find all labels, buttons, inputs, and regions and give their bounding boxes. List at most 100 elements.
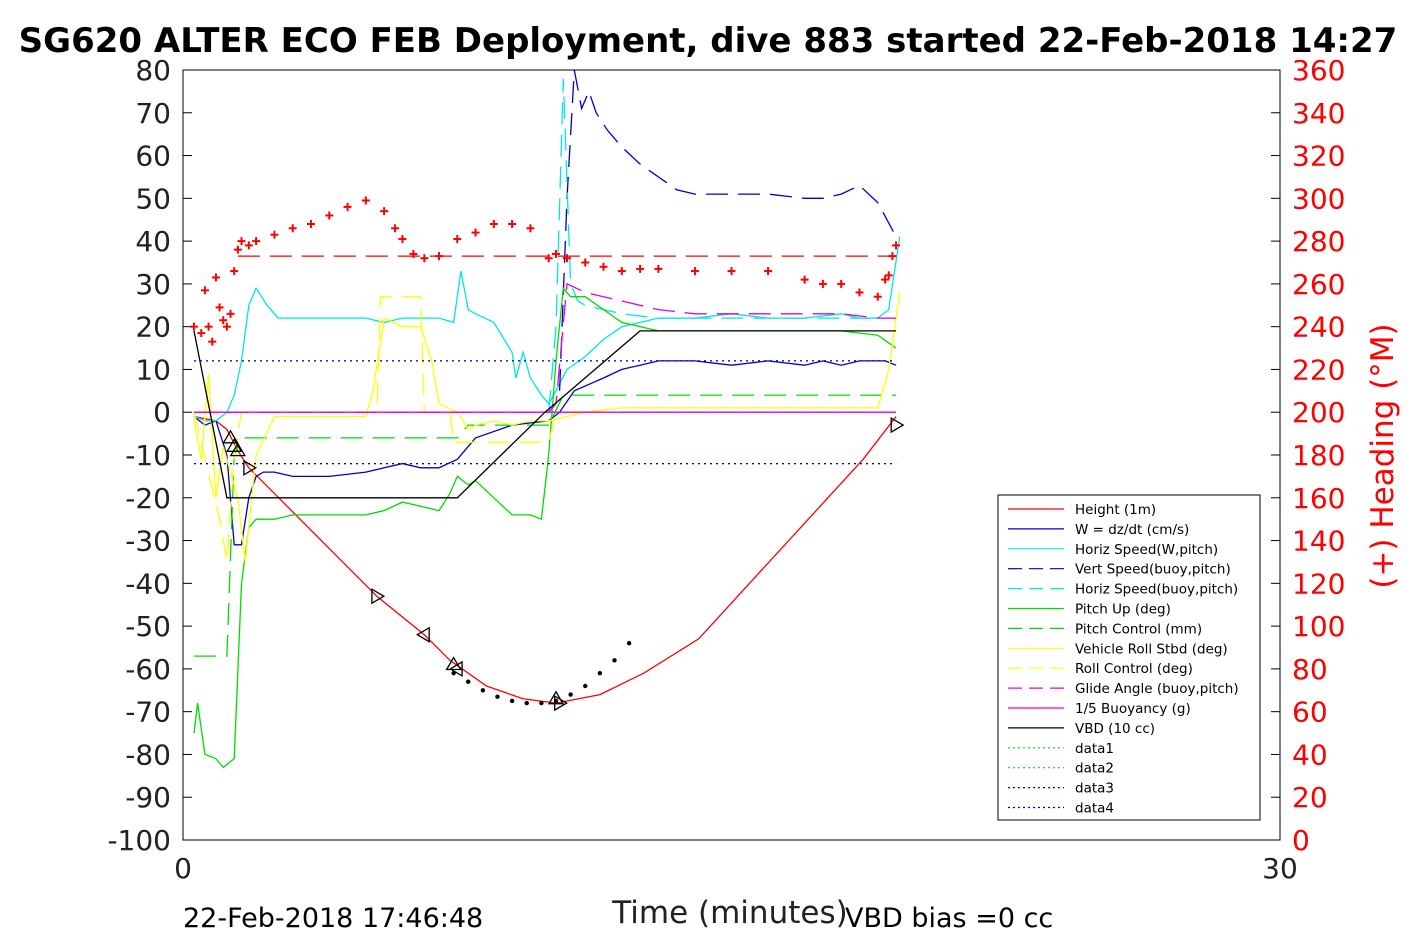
series-layer [193,69,901,769]
legend-label: Roll Control (deg) [1075,661,1193,677]
right-tick-label: 240 [1292,311,1345,344]
heading-point [270,230,279,239]
gps-dot-marker [568,692,573,697]
heading-point [837,279,846,288]
legend-label: Horiz Speed(buoy,pitch) [1075,582,1238,598]
left-tick-label: 0 [153,396,171,429]
gps-dot-marker [626,641,632,646]
heading-point [581,258,590,267]
right-tick-label: 360 [1292,54,1345,87]
triangle-marker-left [449,660,463,678]
heading-point [526,224,535,233]
left-tick-label: -70 [125,696,171,729]
left-tick-label: -60 [125,653,171,686]
right-tick-label: 160 [1292,482,1345,515]
left-tick-label: 20 [135,311,171,344]
left-tick-label: 30 [135,268,171,301]
heading-point [197,329,206,338]
triangle-marker-up [222,429,239,444]
left-tick-label: -80 [125,738,171,771]
heading-point [237,237,246,246]
heading-point [508,220,517,228]
left-tick-label: -10 [125,439,171,472]
right-y-axis: 3603403203002802602402202001801601401201… [1271,54,1345,857]
heading-point [636,264,645,273]
legend-label: Horiz Speed(W,pitch) [1075,542,1218,558]
right-tick-label: 0 [1292,824,1310,857]
gps-dot-marker [495,694,500,699]
left-tick-label: 50 [135,182,171,215]
heading-point [544,254,553,263]
triangle-marker-left [416,626,430,643]
footer-timestamp: 22-Feb-2018 17:46:48 [183,903,483,934]
gps-dot-marker [509,698,515,704]
heading-point [222,322,231,331]
heading-point [489,220,498,228]
chart-title: SG620 ALTER ECO FEB Deployment, dive 883… [19,21,1398,61]
heading-point [764,267,773,276]
right-tick-label: 80 [1292,653,1328,686]
legend-label: data4 [1075,801,1114,817]
heading-point [288,224,297,233]
x-tick-label: 30 [1262,852,1298,885]
heading-point [380,207,389,216]
heading-point [884,271,893,280]
right-tick-label: 220 [1292,353,1345,386]
heading-point [873,292,882,301]
left-tick-label: -100 [107,824,171,857]
gps-dot-marker [539,700,544,706]
series-line-roll_control [193,296,897,563]
left-y-axis: 80 70 60 50 40 30 20 10 0 -10 -20 -30 -40 -50 -60 -70 -8… [107,54,192,857]
legend-label: Pitch Control (mm) [1075,621,1202,637]
right-y-axis-label: (+) Heading (°M) [1365,323,1401,588]
series-line-horiz_speed_buoy [548,78,897,413]
right-tick-label: 300 [1292,182,1345,215]
heading-point [361,196,370,205]
heading-point [215,303,224,312]
left-tick-label: -30 [125,525,171,558]
heading-point [471,228,480,237]
heading-point [391,224,400,233]
triangle-marker-up [229,442,246,457]
left-tick-label: 10 [135,353,171,386]
right-tick-label: 20 [1292,781,1328,814]
right-tick-label: 180 [1292,439,1345,472]
heading-point [818,279,827,288]
triangle-marker-up [226,438,243,452]
heading-point [617,267,626,276]
left-tick-label: 70 [135,97,171,130]
heading-point [855,288,864,297]
heading-point [204,322,213,331]
x-axis-label: Time (minutes) [611,895,847,931]
right-tick-label: 60 [1292,696,1328,729]
gps-dot-marker [480,688,486,693]
legend-label: data3 [1075,781,1114,797]
heading-point [219,316,228,325]
heading-point [306,220,315,228]
x-tick-label: 0 [174,852,192,885]
heading-point [562,254,571,263]
right-tick-label: 120 [1292,567,1345,600]
legend-label: VBD (10 cc) [1075,721,1155,737]
heading-point [727,267,736,276]
legend-label: data2 [1075,761,1114,777]
heading-point [690,267,699,276]
legend-label: Height (1m) [1075,502,1156,518]
heading-point [599,262,608,271]
heading-point [409,249,418,258]
heading-point [325,211,334,220]
heading-point [654,264,663,273]
heading-point [230,267,239,276]
heading-point [343,202,352,211]
heading-point [189,322,198,331]
series-line-w [193,360,897,546]
heading-point [244,241,253,250]
heading-point [551,249,560,258]
heading-point [420,254,429,263]
triangle-marker-right [890,416,905,434]
legend: Height (1m) W = dz/dt (cm/s) Horiz Speed(W… [997,494,1261,821]
left-tick-label: 60 [135,140,171,173]
series-line-glide_angle [194,282,897,413]
right-tick-label: 40 [1292,738,1328,771]
